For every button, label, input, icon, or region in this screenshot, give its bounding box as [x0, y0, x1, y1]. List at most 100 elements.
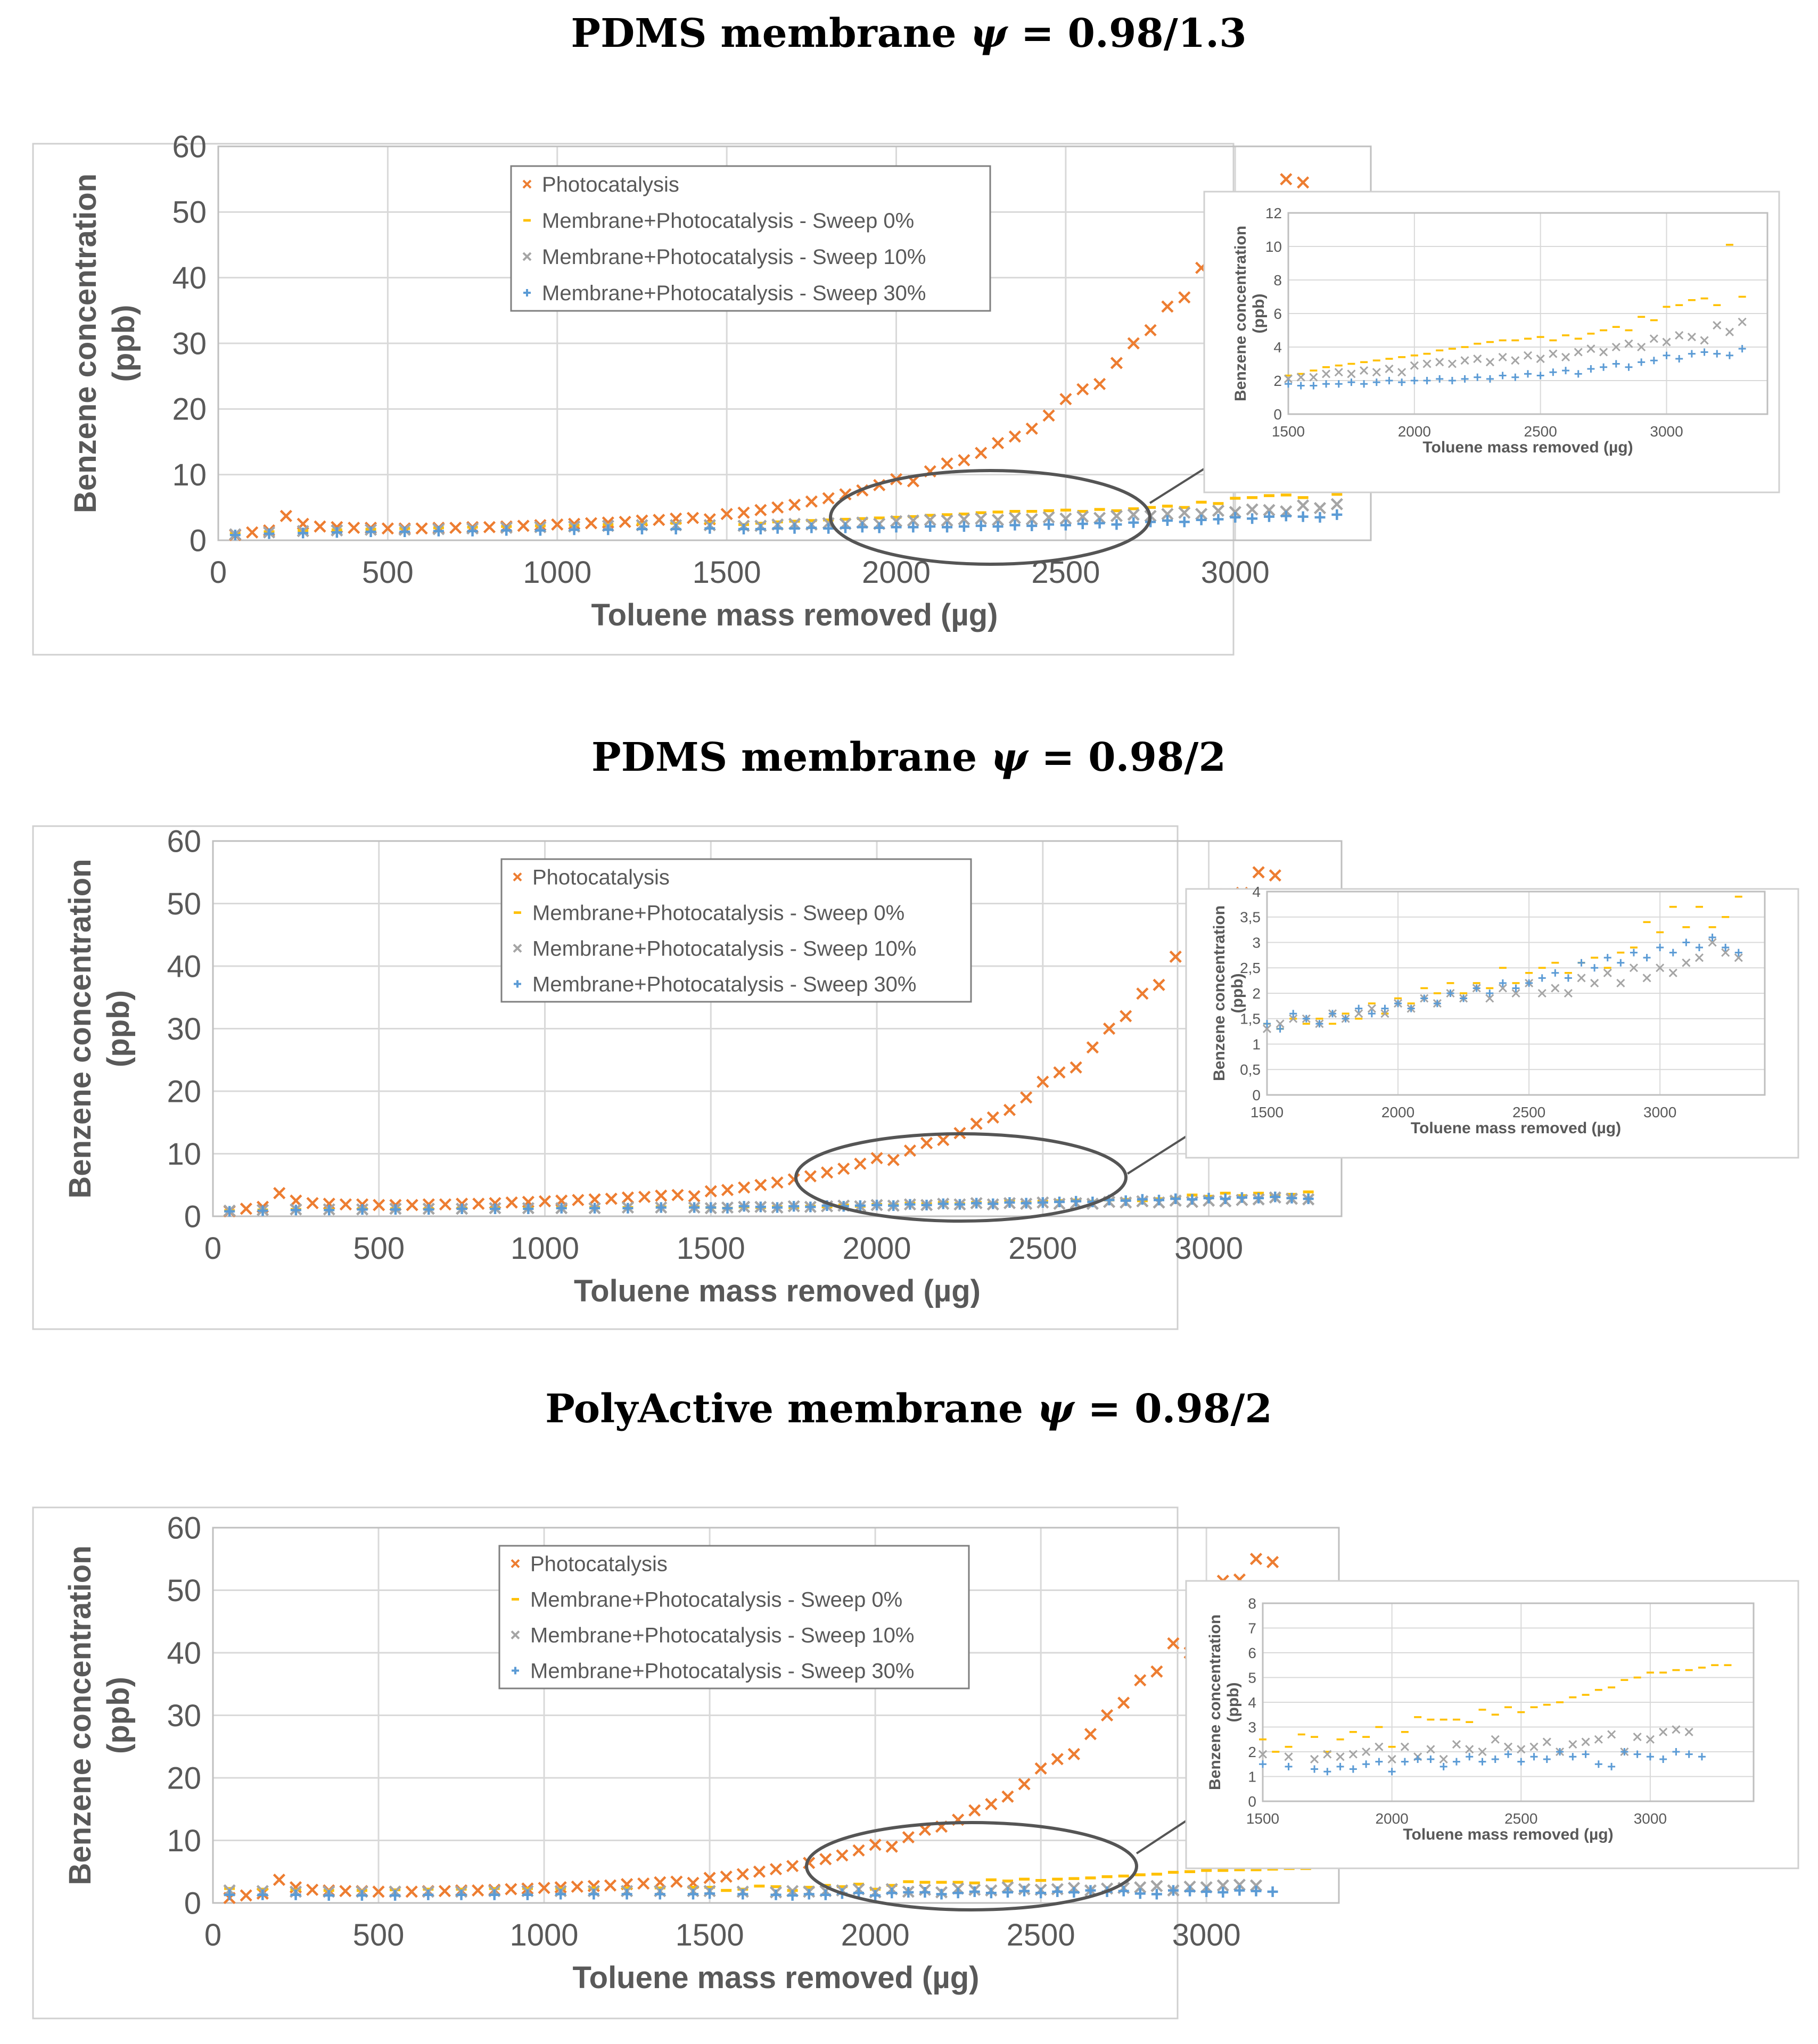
data-point	[924, 514, 936, 526]
data-point	[1321, 369, 1331, 378]
data-point	[324, 1205, 335, 1216]
data-point	[523, 1203, 534, 1214]
data-point	[1713, 320, 1722, 330]
x-tick-label: 1500	[1272, 423, 1305, 440]
data-point	[1233, 1878, 1246, 1891]
data-point	[1267, 1886, 1278, 1897]
y-tick-label: 0,5	[1240, 1061, 1261, 1078]
data-point	[306, 1197, 319, 1209]
data-point	[1568, 1740, 1577, 1749]
data-point	[1675, 355, 1683, 363]
data-point	[1656, 944, 1664, 952]
data-point	[1355, 1004, 1363, 1012]
data-point	[870, 1152, 883, 1165]
title-prefix: PDMS membrane	[591, 735, 991, 780]
data-point	[720, 1870, 733, 1883]
legend-box	[498, 1545, 970, 1689]
data-point	[902, 1831, 915, 1844]
data-point	[373, 1199, 385, 1211]
data-point	[854, 1200, 866, 1211]
series-membrane-photocatalysis-sweep-30-	[1259, 1748, 1706, 1776]
data-point	[991, 514, 1005, 526]
legend-marker	[512, 1667, 519, 1675]
data-point	[836, 1849, 849, 1862]
data-point	[1334, 368, 1343, 377]
y-axis-title-line1: Benzene concentration	[68, 174, 103, 513]
data-point	[1196, 514, 1207, 525]
data-point	[1315, 1020, 1323, 1028]
y-tick-label: 7	[1248, 1620, 1256, 1636]
data-point	[1310, 382, 1318, 390]
data-point	[1738, 317, 1747, 326]
data-point	[1591, 964, 1599, 972]
y-tick-label: 1,5	[1240, 1011, 1261, 1027]
data-point	[1094, 517, 1105, 529]
x-tick-label: 2500	[1524, 423, 1557, 440]
data-point	[1460, 356, 1469, 365]
data-point	[1549, 349, 1558, 358]
data-point	[273, 1186, 286, 1200]
data-point	[1713, 350, 1721, 358]
chart-frame	[1185, 888, 1799, 1159]
y-tick-label: 60	[172, 129, 207, 164]
data-point	[1309, 373, 1318, 382]
data-point	[1263, 1020, 1271, 1028]
data-point	[1599, 348, 1608, 357]
y-tick-label: 10	[172, 458, 207, 492]
data-point	[1068, 1887, 1080, 1898]
data-point	[958, 521, 969, 532]
data-point	[839, 488, 852, 501]
data-point	[772, 1202, 783, 1213]
x-tick-label: 3000	[1634, 1810, 1667, 1827]
data-point	[472, 1197, 485, 1210]
data-point	[1695, 944, 1703, 952]
data-point	[1725, 327, 1734, 336]
data-point	[1498, 352, 1507, 361]
data-point	[688, 1190, 701, 1202]
data-point	[1077, 518, 1088, 530]
data-point	[569, 524, 580, 535]
data-point	[920, 1136, 933, 1150]
data-point	[754, 1178, 767, 1191]
data-point	[1460, 994, 1468, 1002]
data-point	[1448, 377, 1456, 384]
data-point	[1427, 1755, 1435, 1763]
data-point	[585, 517, 598, 530]
x-tick-label: 500	[362, 555, 414, 590]
y-tick-label: 0	[184, 1199, 201, 1234]
data-point	[1486, 990, 1494, 997]
data-point	[621, 1191, 635, 1204]
y-axis-title-line1: Benzene concentration	[63, 1545, 97, 1885]
data-point	[1642, 974, 1651, 983]
x-tick-label: 3000	[1643, 1104, 1676, 1120]
data-point	[671, 1189, 684, 1201]
y-tick-label: 20	[167, 1761, 201, 1795]
data-point	[1684, 1727, 1693, 1736]
data-point	[1120, 1010, 1132, 1023]
legend: Photocatalysis Membrane+Photocatalysis - …	[498, 1545, 970, 1689]
data-point	[619, 515, 631, 529]
data-point	[1372, 368, 1381, 377]
data-point	[1086, 1041, 1099, 1054]
data-point	[1700, 348, 1708, 356]
data-point	[1398, 378, 1406, 386]
data-point	[1246, 503, 1258, 516]
data-point	[1574, 370, 1582, 378]
y-tick-label: 50	[172, 195, 207, 230]
data-point	[1474, 373, 1482, 381]
series-membrane-photocatalysis-sweep-0-	[1259, 1664, 1732, 1753]
y-tick-label: 0	[184, 1886, 201, 1921]
data-point	[1436, 375, 1444, 383]
data-point	[1249, 1553, 1263, 1565]
legend-label: Photocatalysis	[542, 173, 679, 196]
data-point	[1524, 370, 1532, 378]
x-axis-title: Toluene mass removed (µg)	[573, 1960, 980, 1995]
data-point	[1659, 1727, 1668, 1736]
data-point	[1076, 510, 1089, 523]
data-point	[1368, 1010, 1376, 1018]
data-point	[942, 522, 953, 533]
data-point	[1034, 1762, 1047, 1775]
data-point	[339, 1885, 352, 1898]
x-axis-title: Toluene mass removed (µg)	[1411, 1119, 1621, 1137]
